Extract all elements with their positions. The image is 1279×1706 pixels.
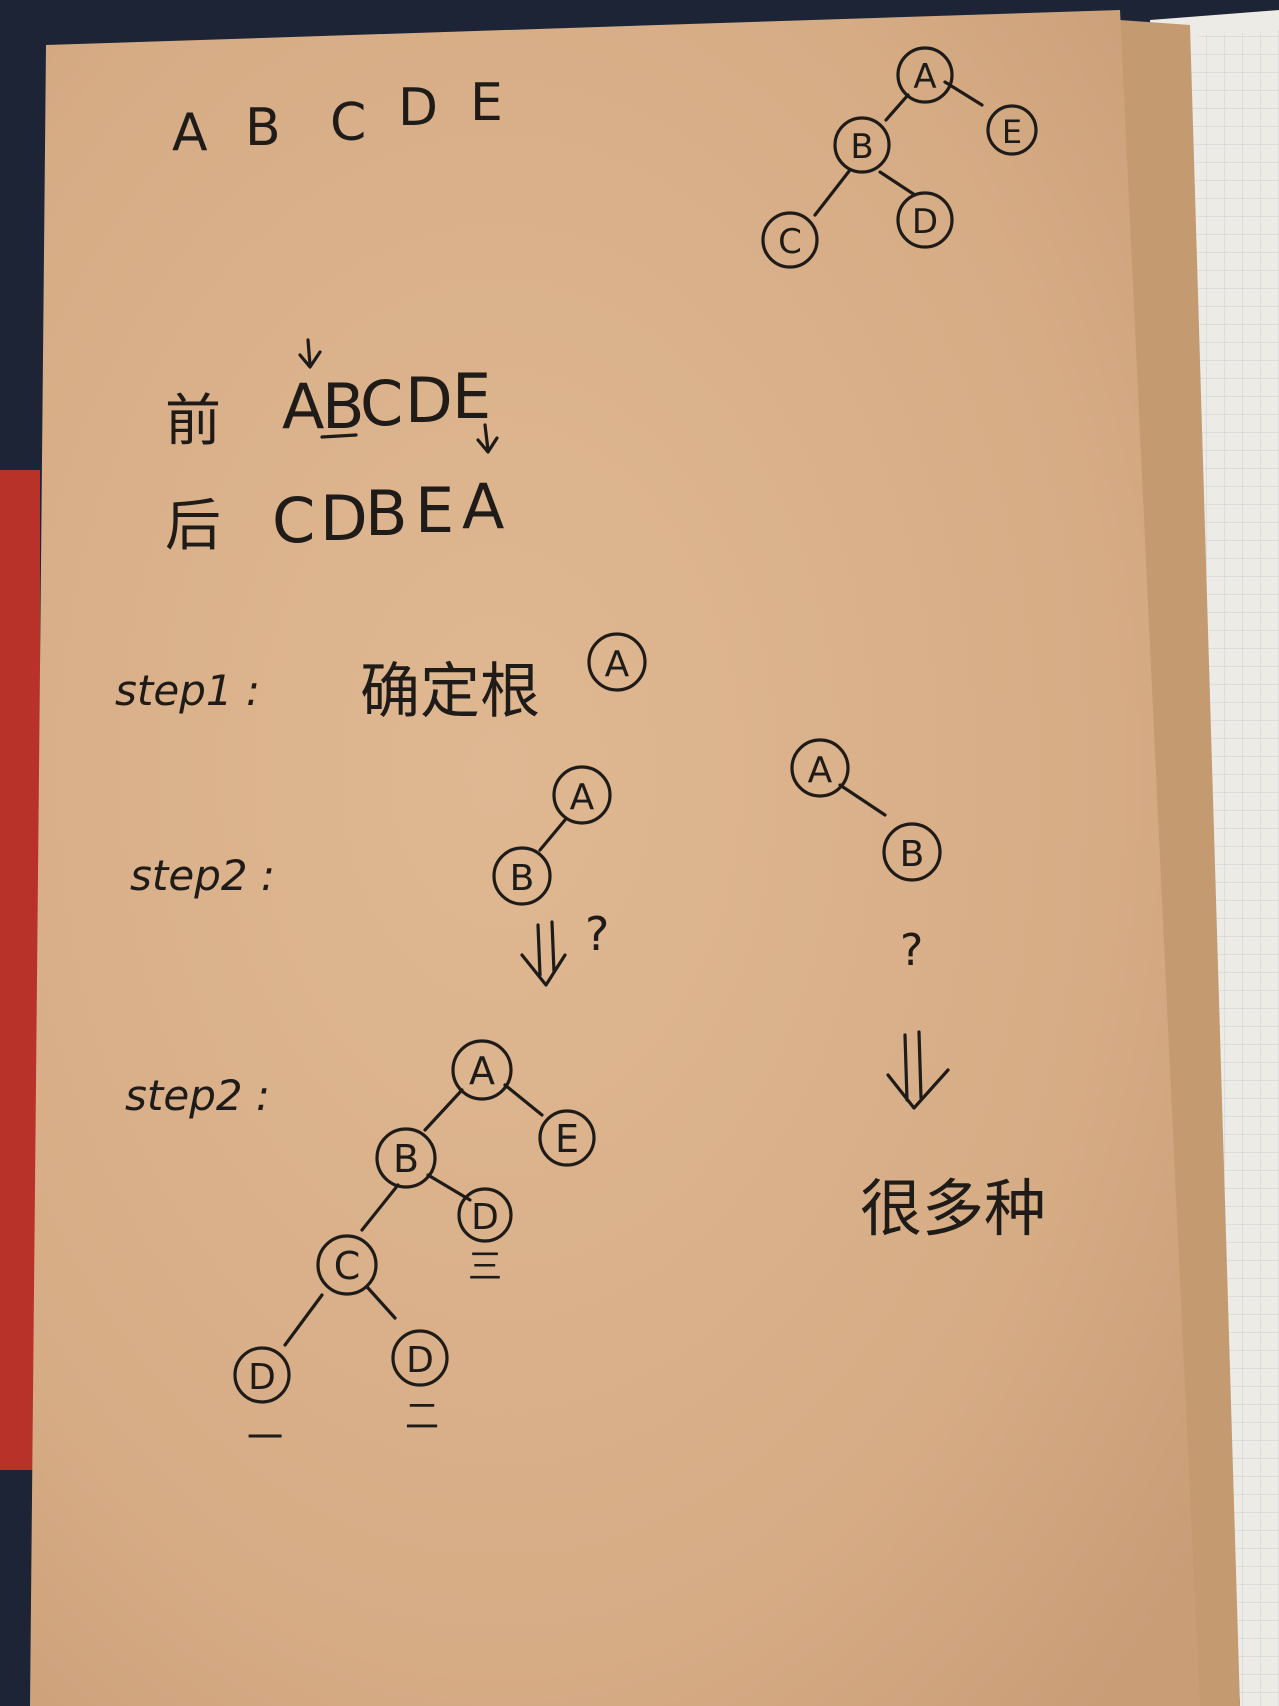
node-label: E (1002, 113, 1022, 151)
node-label: A (913, 57, 936, 97)
node-label: B (850, 127, 873, 167)
postorder-letter: E (415, 474, 454, 547)
postorder-letter: A (462, 470, 504, 543)
tree-node-B (882, 822, 942, 882)
tree-node-D (457, 1187, 513, 1243)
double-arrow-down-icon (886, 1030, 950, 1110)
top-letters: A B C D E (172, 73, 503, 163)
double-arrow-down-icon (520, 920, 567, 987)
node-label: B (393, 1137, 419, 1181)
tree-node-C (761, 211, 819, 269)
step3-label: step2 : (125, 1071, 270, 1120)
postorder-letter: B (365, 477, 408, 550)
tree-node-D (233, 1346, 291, 1404)
top-letter: E (470, 73, 503, 133)
node-label: A (570, 777, 595, 818)
underline (320, 433, 358, 439)
postorder-letter: C (272, 484, 315, 557)
top-letter: C (330, 93, 366, 153)
mark-three: 三 (468, 1247, 502, 1287)
tree-node-A (451, 1039, 513, 1101)
red-cover-edge (0, 470, 40, 1470)
node-label: B (510, 858, 535, 899)
arrow-down-icon (298, 338, 322, 369)
postorder-row: 后 C D B E A (165, 423, 504, 559)
tree-node-A (587, 632, 647, 692)
node-label: C (334, 1244, 361, 1288)
top-letter: B (245, 98, 281, 158)
preorder-letter: D (405, 364, 453, 437)
tree-node-A (896, 46, 954, 104)
question-mark: ? (585, 907, 609, 961)
mark-one: 一 (247, 1418, 283, 1459)
step3-row: step2 : A E B D 三 C D 一 D 二 很多种 (125, 1039, 1046, 1459)
preorder-letter: A (282, 370, 324, 443)
reference-tree: A B E C D (761, 46, 1038, 269)
node-label: D (406, 1340, 434, 1381)
postorder-letter: D (320, 482, 368, 555)
tree-node-D (391, 1329, 449, 1387)
tree-node-D (896, 191, 954, 249)
page-edge-stack (1120, 20, 1240, 1706)
mark-two: 二 (405, 1397, 439, 1437)
tree-node-A (552, 765, 612, 825)
conclusion-text: 很多种 (860, 1172, 1046, 1245)
step2-label: step2 : (130, 851, 275, 900)
step2-row: step2 : A B ? A B ? (130, 738, 950, 1110)
tree-node-B (833, 116, 891, 174)
node-label: D (912, 202, 938, 242)
node-label: C (778, 222, 802, 262)
top-letter: A (172, 103, 208, 163)
postorder-label: 后 (165, 494, 221, 559)
step1-row: step1 : 确定根 A (115, 632, 647, 727)
tree-node-A (790, 738, 850, 798)
tree-node-E (538, 1109, 596, 1167)
node-label: B (900, 834, 925, 875)
node-label: D (248, 1357, 276, 1398)
step1-label: step1 : (115, 666, 260, 715)
node-label: A (469, 1049, 495, 1093)
top-letter: D (398, 78, 438, 138)
node-label: A (605, 644, 630, 685)
preorder-letter: E (452, 360, 491, 433)
preorder-row: 前 A B C D E (165, 338, 491, 454)
node-label: E (555, 1117, 579, 1161)
question-mark: ? (900, 925, 923, 976)
arrow-down-icon (476, 423, 499, 454)
preorder-label: 前 (165, 389, 221, 454)
preorder-letter: C (360, 367, 403, 440)
tree-node-B (375, 1127, 437, 1189)
tree-node-C (316, 1234, 378, 1296)
node-label: D (471, 1197, 499, 1238)
tree-node-B (492, 846, 552, 906)
preorder-letter: B (322, 370, 365, 443)
node-label: A (808, 750, 833, 791)
step1-text: 确定根 (360, 657, 540, 727)
tree-node-E (986, 104, 1038, 156)
